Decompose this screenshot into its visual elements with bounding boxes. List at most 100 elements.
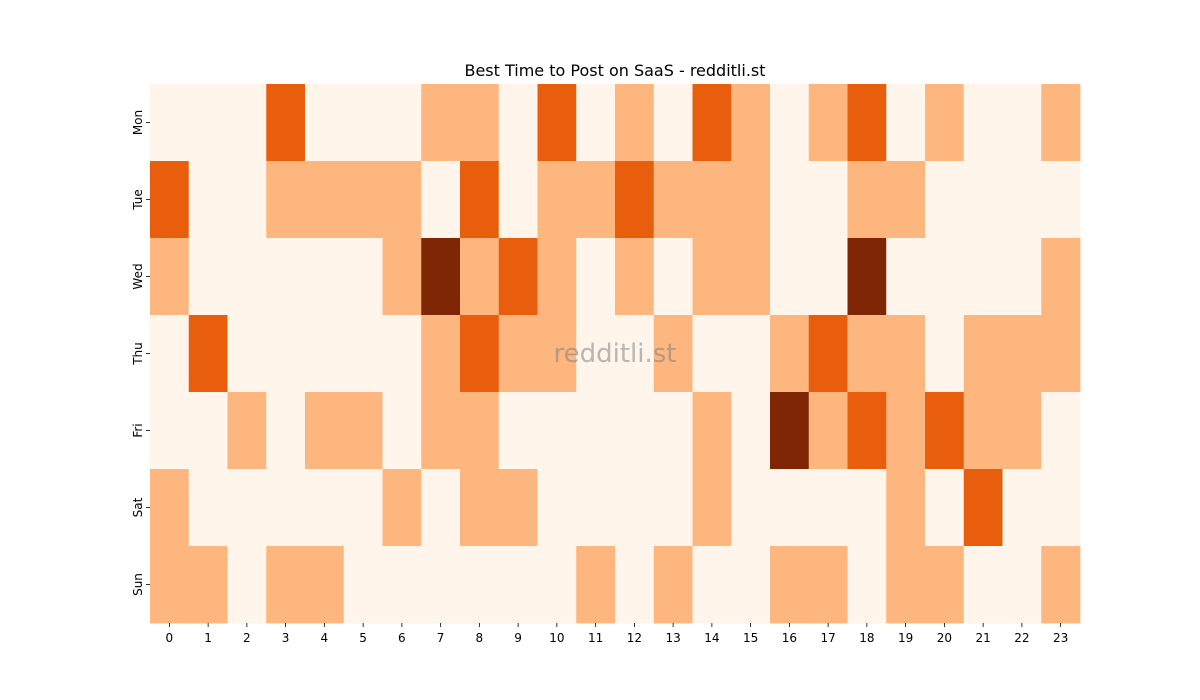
heatmap-cell-sun-4: [305, 546, 345, 624]
heatmap-cell-sun-2: [227, 546, 267, 624]
heatmap-cell-thu-23: [1041, 315, 1081, 393]
heatmap-cell-fri-21: [963, 392, 1003, 470]
heatmap-cell-wed-14: [692, 238, 732, 316]
heatmap-cell-thu-9: [498, 315, 538, 393]
heatmap-cell-fri-14: [692, 392, 732, 470]
heatmap-cell-mon-2: [227, 84, 267, 162]
heatmap-cell-mon-18: [847, 84, 887, 162]
y-tick-label: Sun: [131, 573, 145, 596]
heatmap-cell-mon-3: [266, 84, 306, 162]
heatmap-cell-fri-23: [1041, 392, 1081, 470]
heatmap-cell-sat-4: [305, 469, 345, 547]
heatmap-cell-sat-22: [1002, 469, 1042, 547]
heatmap-cell-wed-13: [653, 238, 693, 316]
heatmap-cell-thu-11: [576, 315, 616, 393]
heatmap-cell-tue-21: [963, 161, 1003, 239]
heatmap-cell-sat-18: [847, 469, 887, 547]
heatmap-cell-thu-8: [460, 315, 500, 393]
x-tick-label: 9: [514, 631, 522, 645]
heatmap-cell-mon-4: [305, 84, 345, 162]
heatmap-cell-thu-21: [963, 315, 1003, 393]
heatmap-cell-sat-2: [227, 469, 267, 547]
heatmap-cell-sun-1: [188, 546, 228, 624]
x-tick-label: 19: [898, 631, 913, 645]
heatmap-cell-fri-13: [653, 392, 693, 470]
heatmap-cell-wed-23: [1041, 238, 1081, 316]
heatmap-cell-fri-19: [886, 392, 926, 470]
heatmap-cell-fri-2: [227, 392, 267, 470]
y-tick-label: Sat: [131, 497, 145, 517]
x-tick-label: 8: [476, 631, 484, 645]
heatmap-cell-sun-22: [1002, 546, 1042, 624]
heatmap-cell-wed-15: [731, 238, 771, 316]
heatmap-cell-mon-0: [150, 84, 190, 162]
y-tick-label: Wed: [131, 263, 145, 289]
heatmap-cell-wed-11: [576, 238, 616, 316]
x-axis: 0 1 2 3 4 5 6 7 8 9 10 11 12 13 14 15 16 17 18 19 20 21 22 23: [166, 623, 1068, 645]
heatmap-cell-sun-20: [925, 546, 965, 624]
heatmap-cell-sat-9: [498, 469, 538, 547]
x-tick-label: 2: [243, 631, 251, 645]
heatmap-cell-sun-14: [692, 546, 732, 624]
heatmap-cell-sun-3: [266, 546, 306, 624]
heatmap-cell-wed-10: [537, 238, 577, 316]
heatmap-cell-fri-9: [498, 392, 538, 470]
heatmap-cell-mon-15: [731, 84, 771, 162]
heatmap-cell-tue-20: [925, 161, 965, 239]
heatmap-cell-thu-17: [808, 315, 848, 393]
heatmap-cell-sat-21: [963, 469, 1003, 547]
heatmap-cell-mon-7: [421, 84, 461, 162]
x-tick-label: 15: [743, 631, 758, 645]
heatmap-cell-fri-20: [925, 392, 965, 470]
heatmap-cell-wed-21: [963, 238, 1003, 316]
x-tick-label: 22: [1014, 631, 1029, 645]
heatmap-cell-thu-0: [150, 315, 190, 393]
heatmap-cell-mon-6: [382, 84, 422, 162]
x-tick-label: 5: [359, 631, 367, 645]
heatmap-cell-sat-5: [343, 469, 383, 547]
heatmap-cell-tue-17: [808, 161, 848, 239]
heatmap-cell-sun-19: [886, 546, 926, 624]
heatmap-cell-wed-18: [847, 238, 887, 316]
heatmap-cell-thu-15: [731, 315, 771, 393]
heatmap-cell-tue-10: [537, 161, 577, 239]
heatmap-cell-thu-3: [266, 315, 306, 393]
heatmap-cell-sat-3: [266, 469, 306, 547]
heatmap-cell-mon-20: [925, 84, 965, 162]
heatmap-cell-wed-2: [227, 238, 267, 316]
heatmap-cell-tue-22: [1002, 161, 1042, 239]
heatmap-cell-mon-12: [615, 84, 655, 162]
heatmap-cell-sun-9: [498, 546, 538, 624]
watermark-text: redditli.st: [554, 339, 677, 369]
y-tick-label: Mon: [131, 110, 145, 135]
heatmap-cell-thu-1: [188, 315, 228, 393]
heatmap-cell-mon-1: [188, 84, 228, 162]
heatmap-cell-thu-22: [1002, 315, 1042, 393]
x-tick-label: 4: [321, 631, 329, 645]
heatmap-cell-tue-14: [692, 161, 732, 239]
heatmap-cell-thu-5: [343, 315, 383, 393]
heatmap-cell-sat-11: [576, 469, 616, 547]
x-tick-label: 13: [665, 631, 680, 645]
x-tick-label: 20: [937, 631, 952, 645]
heatmap-cell-thu-7: [421, 315, 461, 393]
heatmap-cell-sun-11: [576, 546, 616, 624]
heatmap-cell-tue-5: [343, 161, 383, 239]
heatmap-cell-fri-8: [460, 392, 500, 470]
heatmap-cell-fri-4: [305, 392, 345, 470]
heatmap-cell-sun-23: [1041, 546, 1081, 624]
x-tick-label: 16: [782, 631, 797, 645]
heatmap-cell-tue-7: [421, 161, 461, 239]
heatmap-cell-wed-9: [498, 238, 538, 316]
heatmap-cell-wed-5: [343, 238, 383, 316]
heatmap-cell-tue-9: [498, 161, 538, 239]
heatmap-cell-mon-8: [460, 84, 500, 162]
heatmap-cell-mon-17: [808, 84, 848, 162]
y-tick-label: Fri: [131, 423, 145, 437]
heatmap-cell-sat-19: [886, 469, 926, 547]
heatmap-cell-thu-19: [886, 315, 926, 393]
heatmap-cell-mon-11: [576, 84, 616, 162]
heatmap-cell-sun-5: [343, 546, 383, 624]
heatmap-cell-wed-8: [460, 238, 500, 316]
